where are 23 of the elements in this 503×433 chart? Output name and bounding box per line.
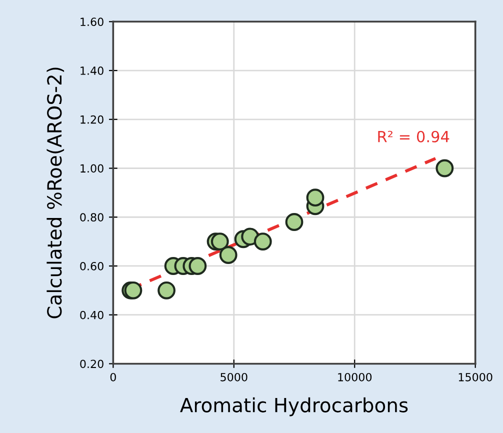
point <box>210 232 229 251</box>
point <box>436 159 454 178</box>
y-tick-label: 0.40 <box>80 310 104 320</box>
point <box>306 188 324 207</box>
point <box>254 232 272 251</box>
x-tick-label: 15000 <box>458 372 492 382</box>
annotation: R² = 0.94 <box>378 130 450 142</box>
y-tick-label: 0.20 <box>80 360 104 368</box>
y-tick-label: 0.60 <box>80 262 104 270</box>
y-axis-title: Calculated %Roe(AROS-2) <box>46 68 64 318</box>
x-tick-label: 5000 <box>220 372 248 382</box>
y-tick-label: 1.20 <box>80 115 104 124</box>
y-tick-label: 1.60 <box>80 18 104 26</box>
x-axis-title: Aromatic Hydrocarbons <box>180 397 408 416</box>
y-tick-label: 1.00 <box>80 164 104 173</box>
point <box>285 213 304 231</box>
y-tick-label: 1.40 <box>80 66 104 75</box>
x-tick-label: 10000 <box>338 372 372 382</box>
point <box>219 246 238 264</box>
point <box>188 257 207 275</box>
y-tick-label: 0.80 <box>80 213 104 222</box>
x-tick-label: 0 <box>110 372 116 382</box>
point <box>158 281 176 300</box>
